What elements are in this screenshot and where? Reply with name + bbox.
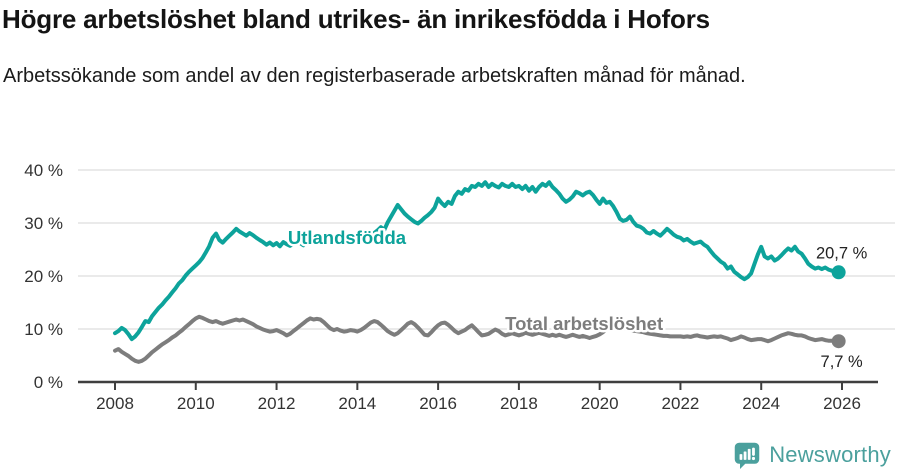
x-axis-tick-label: 2018: [500, 394, 538, 413]
series-name-label: Utlandsfödda: [288, 227, 407, 248]
y-axis-tick-label: 30 %: [24, 214, 63, 233]
y-axis-tick-label: 20 %: [24, 267, 63, 286]
x-axis-tick-label: 2022: [662, 394, 700, 413]
series-end-dot: [831, 334, 846, 349]
x-axis-tick-label: 2012: [258, 394, 296, 413]
brand-footer: Newsworthy: [733, 441, 891, 469]
series-name-label: Total arbetslöshet: [505, 313, 663, 334]
brand-name: Newsworthy: [769, 442, 891, 467]
x-axis-tick-label: 2020: [581, 394, 619, 413]
x-axis-tick-label: 2008: [96, 394, 134, 413]
chart-subtitle: Arbetssökande som andel av den registerb…: [3, 65, 746, 87]
newsworthy-logo-icon: [734, 442, 760, 469]
y-axis-tick-label: 10 %: [24, 320, 63, 339]
series-line-utlandsf-dda: [113, 180, 841, 342]
x-axis-tick-label: 2016: [419, 394, 457, 413]
series-end-value-label: 7,7 %: [821, 353, 864, 371]
series-end-dot: [831, 265, 846, 280]
x-axis-tick-label: 2014: [338, 394, 376, 413]
x-axis-tick-label: 2010: [177, 394, 215, 413]
series-end-value-label: 20,7 %: [816, 244, 868, 262]
y-axis-tick-label: 40 %: [24, 161, 63, 180]
chart-title: Högre arbetslöshet bland utrikes- än inr…: [2, 4, 710, 34]
series-line-total-arbetsl-shet: [113, 314, 841, 364]
y-axis-tick-label: 0 %: [34, 373, 63, 392]
x-axis-tick-label: 2026: [823, 394, 861, 413]
x-axis-tick-label: 2024: [742, 394, 780, 413]
